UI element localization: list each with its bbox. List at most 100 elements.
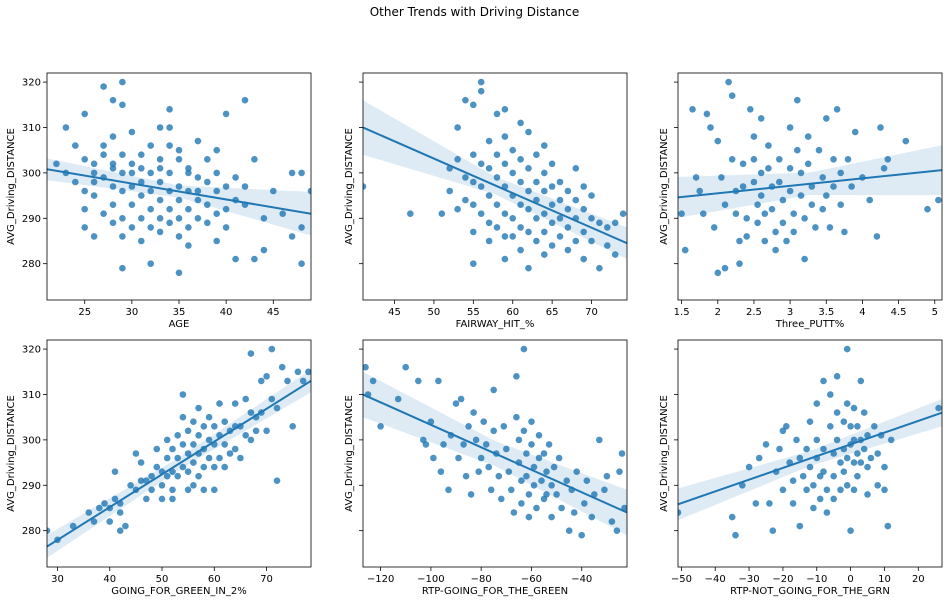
scatter-point [156,178,164,186]
scatter-point [166,106,173,113]
scatter-point [518,500,525,507]
scatter-point [728,513,736,521]
scatter-point [796,454,804,462]
scatter-point [156,215,164,222]
scatter-point [147,187,154,195]
subplot-3: 1.5 2 2.5 3 3.5 4 4.5 5 Three_PUTT% AVG_Driving_D… [659,72,943,330]
scatter-point [200,463,208,471]
scatter-point [801,255,808,263]
y-axis-label: AVG_Driving_DISTANCE [6,395,17,512]
scatter-point [864,491,871,498]
x-tick-label: 20 [912,574,925,585]
scatter-point [472,436,480,444]
scatter-point [169,445,176,453]
axes-frame [362,72,628,301]
scatter-point [867,454,875,462]
scatter-point [184,486,192,494]
scatter-point [525,264,532,272]
scatter-point [119,78,126,86]
scatter-point [440,441,447,448]
scatter-point [200,486,208,494]
scatter-point [528,418,535,426]
scatter-point [548,482,555,489]
scatter-point [538,477,545,485]
scatter-point [843,345,851,353]
scatter-point [819,205,826,213]
scatter-point [184,468,192,476]
scatter-point [857,377,865,385]
scatter-point [509,233,516,240]
scatter-point [860,409,868,416]
scatter-point [96,504,103,512]
scatter-point [221,463,228,471]
scatter-point [194,174,202,181]
scatter-point [556,233,564,240]
scatter-point [156,156,164,163]
scatter-point [815,146,823,154]
scatter-point [847,423,854,430]
scatter-point [877,124,884,131]
scatter-point [736,237,743,245]
scatter-point [517,201,524,208]
scatter-point [533,178,540,186]
scatter-point [525,205,532,213]
scatter-point [485,219,493,227]
scatter-point [294,368,302,376]
scatter-point [470,260,477,268]
scatter-point [305,368,311,376]
scatter-point [307,187,311,195]
x-tick-label: −20 [772,574,793,585]
scatter-point [533,237,540,245]
scatter-point [116,509,124,516]
scatter-point [564,246,572,254]
scatter-point [851,128,859,136]
scatter-point [564,205,572,213]
scatter-point [793,436,800,444]
scatter-point [786,187,794,195]
scatter-point [517,156,524,163]
scatter-point [541,169,548,177]
scatter-point [90,518,98,525]
scatter-point [493,110,501,118]
x-tick-label: 60 [208,574,221,585]
scatter-point [430,454,437,462]
scatter-point [866,196,873,204]
scatter-point [517,224,524,231]
scatter-point [85,509,93,516]
scatter-point [840,468,848,476]
scatter-point [572,237,580,245]
scatter-point [298,260,305,268]
scatter-point [485,463,493,471]
scatter-point [128,201,136,208]
scatter-point [736,260,743,268]
scatter-point [190,482,197,489]
scatter-point [765,142,772,149]
scatter-point [540,450,548,457]
scatter-point [772,246,779,254]
scatter-point [158,495,166,503]
scatter-point [843,454,851,462]
scatter-point [438,210,446,217]
scatter-point [237,454,244,462]
scatter-point [163,454,171,462]
scatter-point [611,251,619,258]
scatter-point [194,187,202,195]
scatter-point [776,156,783,163]
scatter-point [175,233,183,240]
scatter-point [525,128,532,136]
scatter-point [541,210,548,217]
scatter-point [840,418,848,426]
scatter-point [72,142,79,149]
scatter-point [850,459,858,466]
scatter-point [190,418,197,426]
plot-area [47,340,311,567]
scatter-point [796,522,804,530]
scatter-point [533,151,540,158]
scatter-point [143,495,150,503]
scatter-point [166,124,173,131]
scatter-point [485,237,493,245]
scatter-point [533,215,540,222]
scatter-point [520,345,528,353]
scatter-point [541,142,548,149]
scatter-point [776,445,783,453]
